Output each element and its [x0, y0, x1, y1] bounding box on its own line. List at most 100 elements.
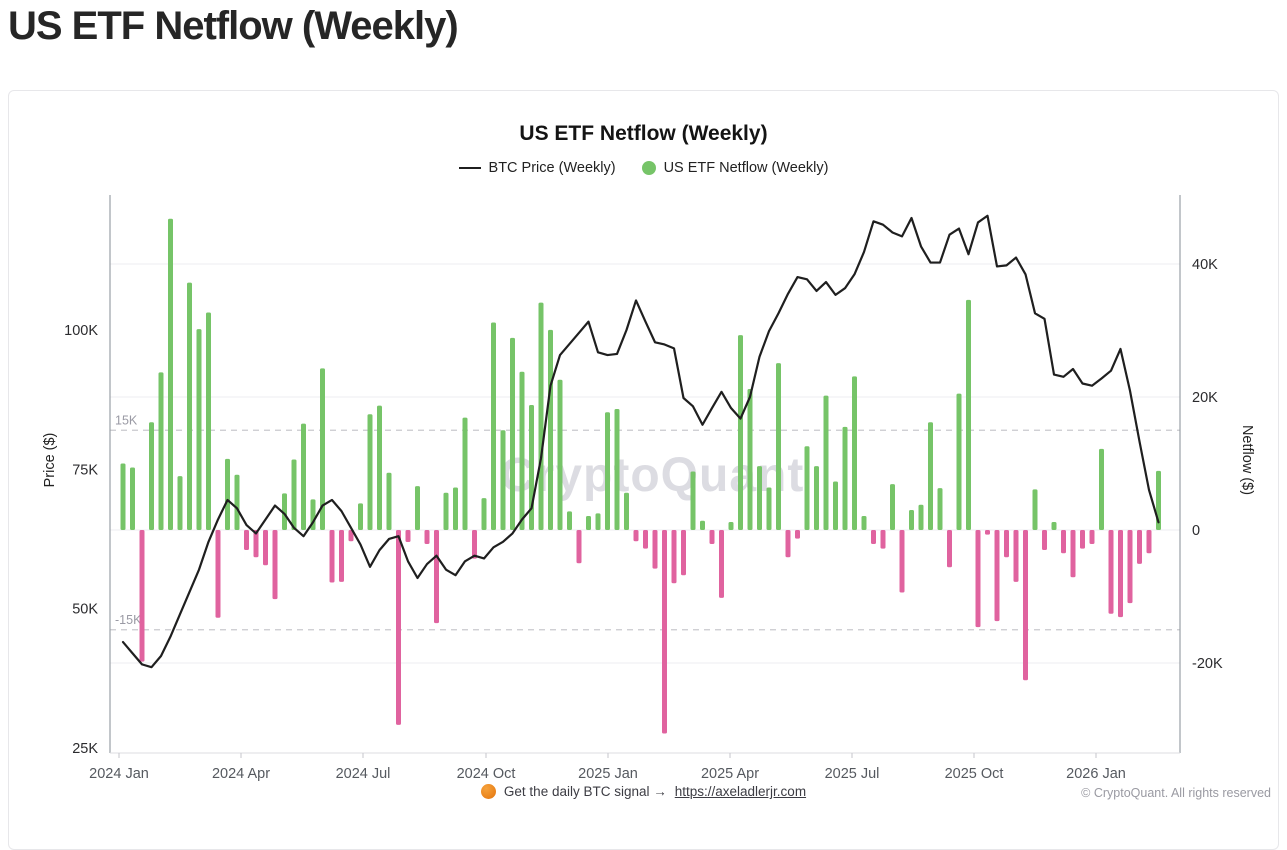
netflow-bar[interactable] [120, 463, 126, 531]
netflow-bar[interactable] [890, 484, 895, 530]
netflow-bar[interactable] [367, 414, 373, 530]
netflow-bar[interactable] [909, 510, 914, 530]
netflow-bar[interactable] [481, 498, 487, 530]
netflow-bar[interactable] [358, 503, 363, 530]
netflow-bar[interactable] [871, 530, 876, 544]
netflow-bar[interactable] [928, 422, 933, 530]
netflow-bar[interactable] [1137, 530, 1142, 564]
netflow-bar[interactable] [1042, 530, 1047, 550]
netflow-bar[interactable] [453, 487, 458, 530]
netflow-bar[interactable] [405, 530, 411, 542]
netflow-bar[interactable] [804, 446, 810, 530]
netflow-bar[interactable] [282, 493, 287, 530]
netflow-bar[interactable] [377, 405, 382, 530]
netflow-bar[interactable] [244, 530, 249, 550]
netflow-bar[interactable] [196, 329, 202, 530]
netflow-bar[interactable] [842, 426, 848, 530]
netflow-bar[interactable] [956, 393, 962, 530]
netflow-bar[interactable] [434, 530, 439, 624]
netflow-bar[interactable] [1070, 530, 1076, 578]
netflow-bar[interactable] [1099, 448, 1104, 530]
netflow-bar[interactable] [1127, 530, 1133, 604]
netflow-bar[interactable] [947, 530, 952, 568]
netflow-bar[interactable] [215, 530, 221, 618]
netflow-bar[interactable] [396, 530, 401, 725]
netflow-bar[interactable] [814, 466, 819, 530]
netflow-bar[interactable] [253, 530, 259, 558]
netflow-bar[interactable] [690, 471, 696, 530]
netflow-bar[interactable] [576, 530, 582, 564]
netflow-bar[interactable] [624, 492, 629, 530]
netflow-bar[interactable] [662, 530, 667, 734]
netflow-bar[interactable] [320, 368, 325, 530]
netflow-bar[interactable] [852, 376, 857, 530]
netflow-bar[interactable] [605, 412, 610, 530]
netflow-bar[interactable] [510, 337, 515, 530]
netflow-bar[interactable] [158, 372, 164, 530]
netflow-bar[interactable] [633, 530, 639, 542]
netflow-bar[interactable] [557, 379, 563, 530]
netflow-bar[interactable] [187, 282, 192, 530]
netflow-bar[interactable] [985, 530, 990, 535]
netflow-bar[interactable] [966, 299, 971, 530]
netflow-bar[interactable] [519, 371, 525, 530]
netflow-bar[interactable] [795, 530, 800, 539]
netflow-bar[interactable] [681, 530, 686, 576]
netflow-bar[interactable] [1023, 530, 1028, 681]
netflow-bar[interactable] [918, 504, 924, 530]
legend-item-etf-netflow[interactable]: US ETF Netflow (Weekly) [641, 160, 828, 176]
netflow-bar[interactable] [168, 218, 173, 530]
btc-price-line[interactable] [121, 214, 1160, 669]
netflow-bar[interactable] [225, 458, 230, 530]
netflow-bar[interactable] [462, 417, 468, 530]
netflow-bar[interactable] [728, 522, 734, 530]
netflow-bar[interactable] [1004, 530, 1009, 558]
netflow-bar[interactable] [1118, 530, 1123, 618]
cta-link[interactable]: https://axeladlerjr.com [674, 784, 807, 799]
netflow-bar[interactable] [595, 513, 601, 530]
netflow-bar[interactable] [386, 472, 392, 530]
netflow-bar[interactable] [776, 363, 781, 530]
netflow-bar[interactable] [719, 530, 724, 598]
netflow-bar[interactable] [975, 530, 981, 628]
netflow-bar[interactable] [443, 492, 449, 530]
netflow-bar[interactable] [1108, 530, 1114, 614]
netflow-bar[interactable] [643, 530, 648, 549]
netflow-bar[interactable] [500, 430, 506, 530]
netflow-bar[interactable] [567, 511, 572, 530]
netflow-bar[interactable] [329, 530, 335, 583]
netflow-bar[interactable] [880, 530, 886, 549]
netflow-bar[interactable] [1146, 530, 1152, 554]
netflow-bar[interactable] [994, 530, 1000, 622]
netflow-bar[interactable] [291, 459, 297, 530]
legend-item-btc-price[interactable]: BTC Price (Weekly) [458, 160, 616, 176]
netflow-bar[interactable] [823, 395, 829, 530]
netflow-bar[interactable] [1080, 530, 1085, 549]
netflow-bar[interactable] [1032, 489, 1038, 530]
netflow-bar[interactable] [614, 408, 620, 530]
netflow-bar[interactable] [586, 516, 591, 530]
netflow-bar[interactable] [709, 530, 715, 544]
netflow-bar[interactable] [263, 530, 268, 566]
netflow-bar[interactable] [833, 481, 838, 530]
netflow-bar[interactable] [1051, 522, 1057, 530]
netflow-bar[interactable] [757, 466, 762, 530]
netflow-bar[interactable] [937, 488, 943, 530]
netflow-bar[interactable] [738, 335, 743, 530]
netflow-bar[interactable] [1013, 530, 1019, 582]
netflow-bar[interactable] [139, 530, 145, 662]
netflow-bar[interactable] [747, 389, 753, 530]
netflow-bar[interactable] [491, 322, 496, 530]
netflow-bar[interactable] [234, 474, 240, 530]
netflow-bar[interactable] [149, 422, 154, 530]
netflow-bar[interactable] [339, 530, 344, 582]
netflow-bar[interactable] [130, 467, 135, 530]
netflow-bar[interactable] [538, 302, 544, 530]
netflow-bar[interactable] [1089, 530, 1095, 544]
netflow-bar[interactable] [671, 530, 677, 584]
netflow-bar[interactable] [206, 312, 211, 530]
netflow-bar[interactable] [348, 530, 354, 542]
netflow-bar[interactable] [472, 530, 477, 559]
netflow-bar[interactable] [785, 530, 791, 558]
netflow-bar[interactable] [766, 487, 772, 530]
